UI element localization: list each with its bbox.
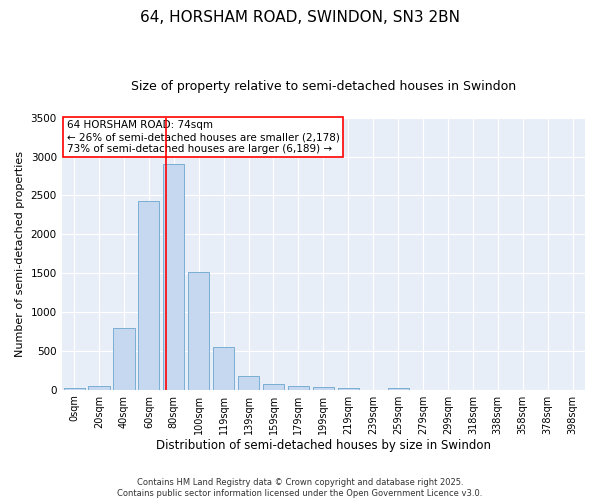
Bar <box>88 386 110 390</box>
Bar <box>313 387 334 390</box>
Title: Size of property relative to semi-detached houses in Swindon: Size of property relative to semi-detach… <box>131 80 516 93</box>
X-axis label: Distribution of semi-detached houses by size in Swindon: Distribution of semi-detached houses by … <box>156 440 491 452</box>
Text: Contains HM Land Registry data © Crown copyright and database right 2025.
Contai: Contains HM Land Registry data © Crown c… <box>118 478 482 498</box>
Y-axis label: Number of semi-detached properties: Number of semi-detached properties <box>15 150 25 356</box>
Bar <box>238 376 259 390</box>
Text: 64, HORSHAM ROAD, SWINDON, SN3 2BN: 64, HORSHAM ROAD, SWINDON, SN3 2BN <box>140 10 460 25</box>
Bar <box>188 272 209 390</box>
Bar <box>213 348 234 390</box>
Bar <box>163 164 184 390</box>
Bar <box>338 388 359 390</box>
Bar <box>288 386 309 390</box>
Bar <box>263 384 284 390</box>
Bar <box>64 388 85 390</box>
Bar <box>138 201 160 390</box>
Bar <box>113 328 134 390</box>
Text: 64 HORSHAM ROAD: 74sqm
← 26% of semi-detached houses are smaller (2,178)
73% of : 64 HORSHAM ROAD: 74sqm ← 26% of semi-det… <box>67 120 340 154</box>
Bar <box>388 388 409 390</box>
